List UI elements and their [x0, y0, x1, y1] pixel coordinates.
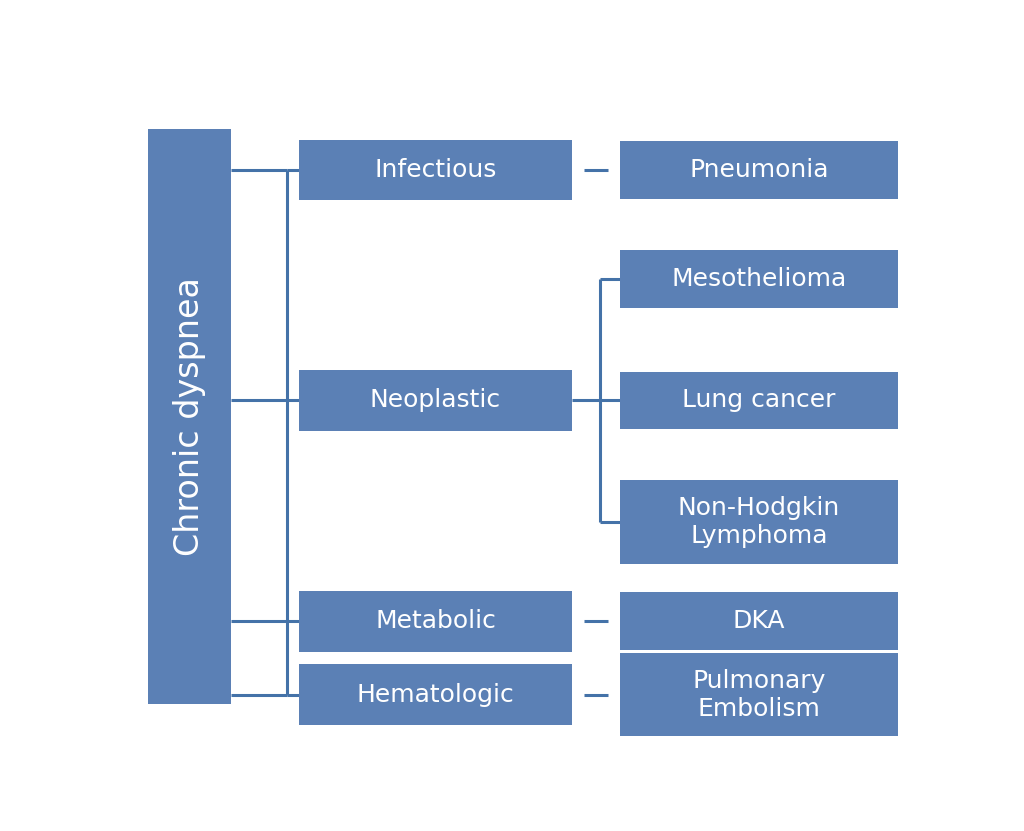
Text: Pneumonia: Pneumonia: [689, 158, 828, 182]
Text: Metabolic: Metabolic: [375, 609, 496, 633]
FancyBboxPatch shape: [620, 653, 898, 736]
FancyBboxPatch shape: [620, 141, 898, 199]
FancyBboxPatch shape: [299, 665, 572, 725]
FancyBboxPatch shape: [299, 140, 572, 200]
Text: Neoplastic: Neoplastic: [370, 388, 501, 412]
Text: Hematologic: Hematologic: [356, 683, 514, 707]
Text: Lung cancer: Lung cancer: [682, 388, 836, 412]
FancyBboxPatch shape: [620, 593, 898, 650]
Text: DKA: DKA: [732, 609, 785, 633]
FancyBboxPatch shape: [620, 480, 898, 563]
FancyBboxPatch shape: [147, 129, 231, 705]
FancyBboxPatch shape: [620, 371, 898, 430]
Text: Chronic dyspnea: Chronic dyspnea: [173, 277, 206, 556]
FancyBboxPatch shape: [620, 250, 898, 307]
Text: Non-Hodgkin
Lymphoma: Non-Hodgkin Lymphoma: [678, 496, 840, 548]
FancyBboxPatch shape: [299, 370, 572, 430]
Text: Mesothelioma: Mesothelioma: [672, 267, 847, 291]
Text: Pulmonary
Embolism: Pulmonary Embolism: [692, 669, 825, 720]
Text: Infectious: Infectious: [375, 158, 497, 182]
FancyBboxPatch shape: [299, 591, 572, 652]
